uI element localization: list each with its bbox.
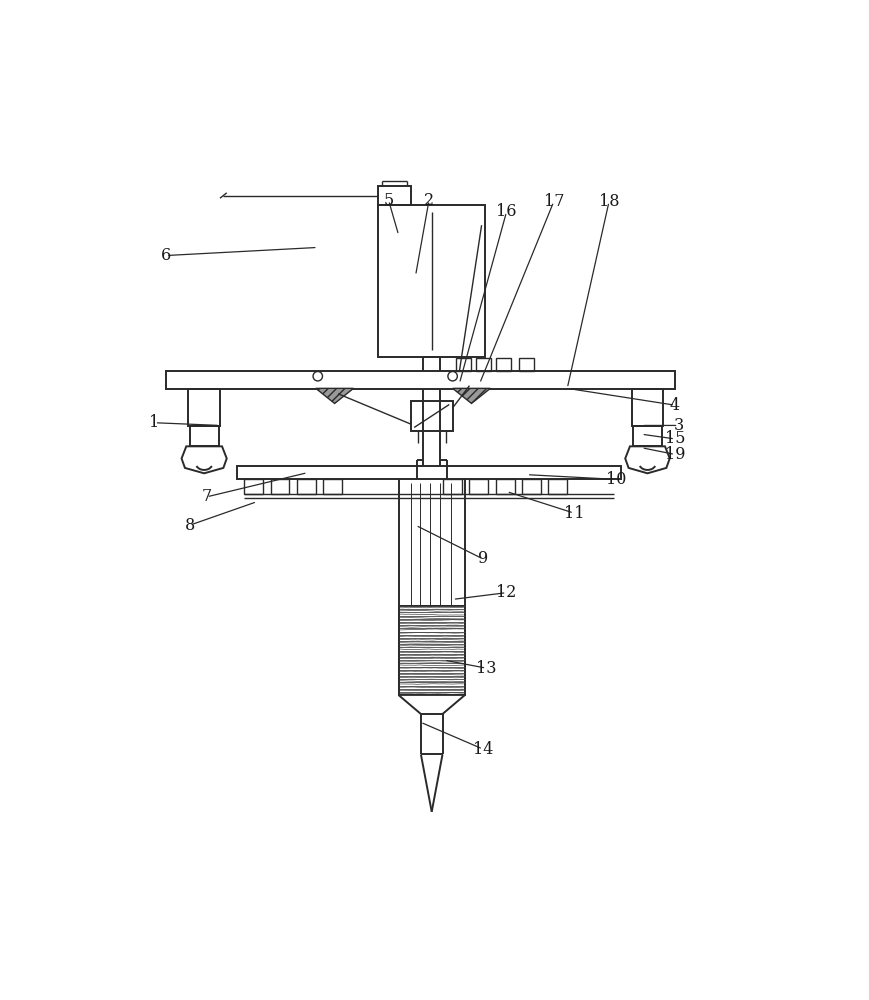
Bar (475, 358, 490, 371)
Text: 11: 11 (563, 505, 584, 522)
Text: 7: 7 (201, 488, 211, 505)
Bar (322, 479, 342, 494)
Bar (442, 479, 461, 494)
Text: 18: 18 (598, 193, 619, 210)
Bar (188, 389, 220, 426)
Text: 15: 15 (664, 430, 685, 447)
Bar (496, 358, 511, 371)
Bar (469, 479, 488, 494)
Bar (189, 426, 218, 446)
Text: 9: 9 (477, 550, 488, 567)
Bar (455, 358, 470, 371)
Text: 6: 6 (161, 247, 171, 264)
Text: 16: 16 (495, 203, 516, 220)
Bar (270, 479, 289, 494)
Polygon shape (315, 388, 353, 403)
Bar (244, 479, 262, 494)
Text: 12: 12 (496, 584, 516, 601)
Text: 3: 3 (673, 417, 683, 434)
Bar (166, 371, 674, 389)
Text: 2: 2 (423, 192, 434, 209)
Bar (631, 389, 662, 426)
Bar (495, 479, 514, 494)
Text: 4: 4 (669, 397, 680, 414)
Bar (296, 479, 315, 494)
Bar (547, 479, 567, 494)
Bar (378, 186, 410, 205)
Bar (378, 205, 484, 357)
Bar (398, 606, 464, 695)
Text: 8: 8 (184, 517, 195, 534)
Text: 13: 13 (475, 660, 496, 677)
Bar (518, 358, 533, 371)
Text: 14: 14 (472, 741, 493, 758)
Text: 17: 17 (543, 193, 563, 210)
Text: 19: 19 (664, 446, 685, 463)
Bar (410, 401, 452, 431)
Polygon shape (452, 388, 490, 403)
Bar (236, 466, 620, 479)
Text: 10: 10 (605, 471, 626, 488)
Text: 5: 5 (383, 192, 394, 209)
Bar (521, 479, 541, 494)
Text: 1: 1 (149, 414, 160, 431)
Bar (398, 606, 464, 695)
Bar (633, 426, 660, 446)
